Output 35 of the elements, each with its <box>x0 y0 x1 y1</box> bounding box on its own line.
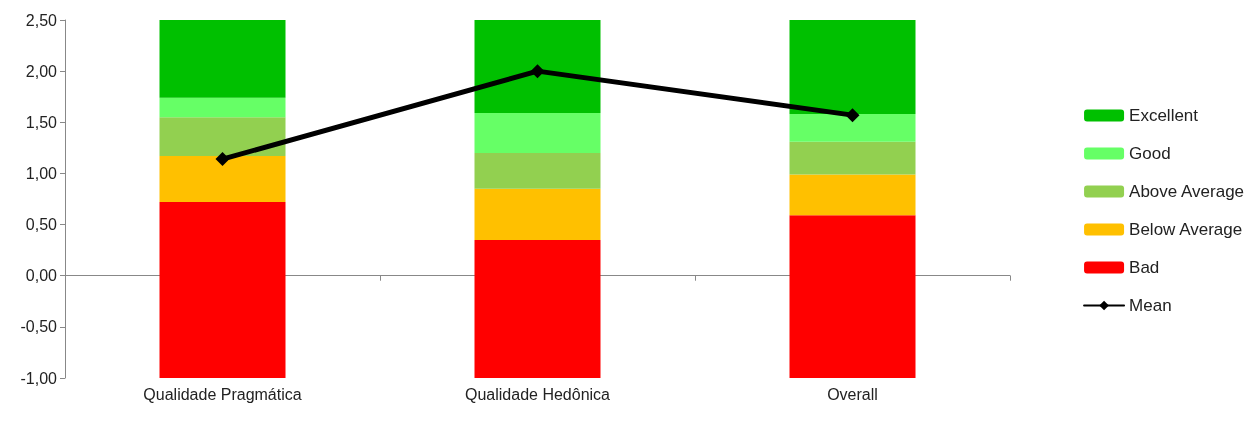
legend-label: Excellent <box>1129 106 1199 125</box>
bar <box>474 113 601 153</box>
x-tick-label: Qualidade Hedônica <box>465 385 611 403</box>
legend-label: Bad <box>1129 258 1160 277</box>
point <box>530 64 545 79</box>
bar <box>474 239 601 378</box>
legend-label: Below Average <box>1129 220 1243 239</box>
y-tick-label: 2,00 <box>25 62 58 80</box>
bar <box>474 152 601 189</box>
legend-label: Good <box>1129 144 1171 163</box>
y-tick-label: -0,50 <box>20 318 58 336</box>
bar <box>159 202 286 378</box>
legend-label: Mean <box>1129 296 1172 315</box>
point <box>845 108 860 123</box>
bar <box>474 188 601 240</box>
y-tick-label: 0,00 <box>25 267 58 285</box>
y-tick-label: 1,00 <box>25 164 58 182</box>
bar <box>159 20 286 98</box>
x-tick-label: Qualidade Pragmática <box>143 385 302 403</box>
bar <box>789 20 916 115</box>
legend-label: Above Average <box>1129 182 1245 201</box>
bar <box>159 156 286 203</box>
point <box>215 152 230 167</box>
y-tick-label: 0,50 <box>25 216 58 234</box>
bar <box>789 215 916 378</box>
y-tick-label: -1,00 <box>20 369 58 387</box>
y-tick-label: 2,50 <box>25 11 58 29</box>
y-tick-label: 1,50 <box>25 113 58 131</box>
bar <box>789 114 916 142</box>
bar <box>159 97 286 118</box>
bar <box>789 141 916 175</box>
bar <box>789 174 916 216</box>
bar <box>474 20 601 114</box>
x-tick-label: Overall <box>827 385 878 403</box>
bar <box>159 117 286 157</box>
